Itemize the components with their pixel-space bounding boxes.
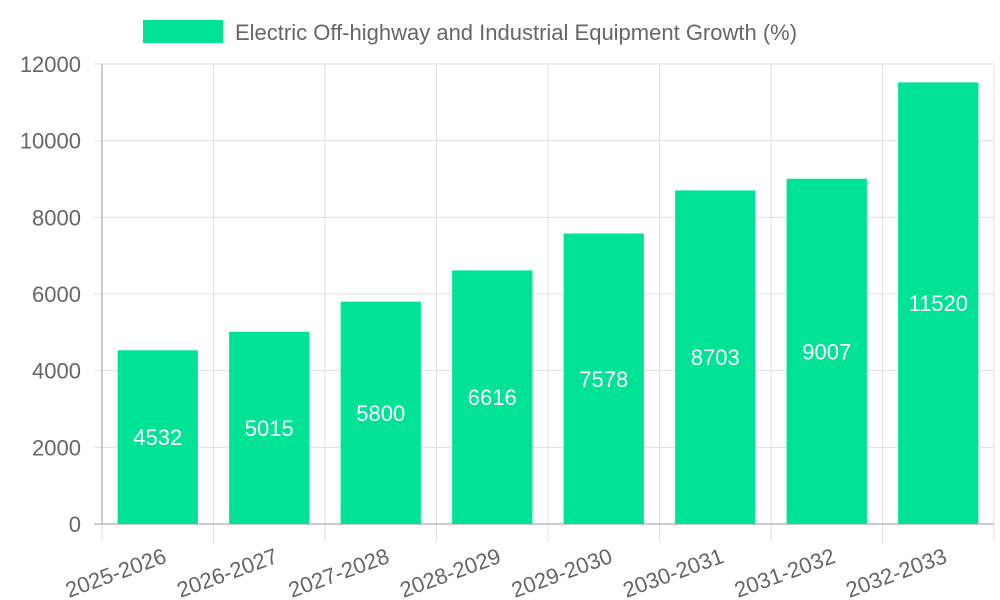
y-tick-label: 10000: [20, 129, 81, 154]
y-tick-label: 0: [69, 512, 81, 537]
y-tick-label: 6000: [32, 282, 81, 307]
y-tick-label: 8000: [32, 205, 81, 230]
data-label: 6616: [468, 385, 517, 410]
x-tick-label: 2030-2031: [620, 543, 727, 600]
bar-2029-2030[interactable]: [563, 233, 644, 524]
x-tick-label: 2025-2026: [62, 543, 169, 600]
data-label: 7578: [579, 367, 628, 392]
x-tick-label: 2027-2028: [285, 543, 392, 600]
x-tick-label: 2031-2032: [731, 543, 838, 600]
x-tick-label: 2029-2030: [508, 543, 615, 600]
bar-2032-2033[interactable]: [898, 82, 979, 525]
y-tick-label: 4000: [32, 359, 81, 384]
bar-2027-2028[interactable]: [340, 301, 421, 524]
data-label: 5015: [245, 416, 294, 441]
x-tick-label: 2028-2029: [397, 543, 504, 600]
data-labels: 4532 5015 5800 6616 7578 8703 9007 11520: [133, 291, 968, 450]
y-tick-label: 12000: [20, 52, 81, 77]
bar-2025-2026[interactable]: [117, 350, 198, 524]
bar-2026-2027[interactable]: [229, 331, 310, 524]
grid-lines: [102, 63, 995, 524]
data-label: 8703: [691, 345, 740, 370]
bar-2028-2029[interactable]: [452, 270, 533, 524]
bar-2031-2032[interactable]: [786, 178, 867, 524]
x-tick-label: 2032-2033: [843, 543, 950, 600]
legend-swatch: [143, 20, 223, 43]
x-axis-labels: 2025-2026 2026-2027 2027-2028 2028-2029 2029…: [62, 543, 950, 600]
y-tick-label: 2000: [32, 435, 81, 460]
bars: [117, 82, 979, 525]
bar-2030-2031[interactable]: [675, 190, 756, 524]
y-axis-labels: 0 2000 4000 6000 8000 10000 12000: [20, 52, 81, 537]
data-label: 9007: [802, 339, 851, 364]
legend-label: Electric Off-highway and Industrial Equi…: [235, 20, 797, 45]
data-label: 11520: [908, 291, 968, 316]
x-tick-label: 2026-2027: [174, 543, 281, 600]
data-label: 5800: [356, 401, 405, 426]
data-label: 4532: [133, 425, 182, 450]
chart-legend[interactable]: Electric Off-highway and Industrial Equi…: [143, 20, 797, 45]
